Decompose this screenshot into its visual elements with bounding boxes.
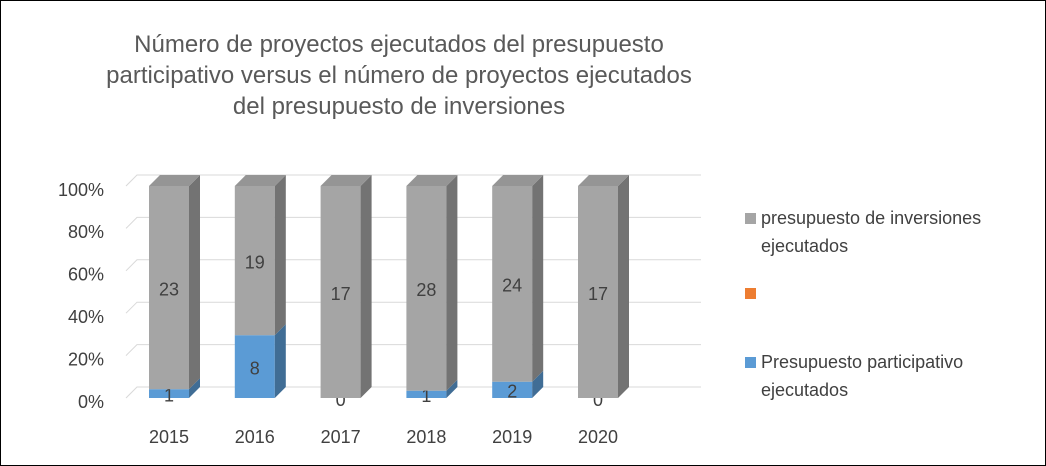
y-tick-label: 20% <box>68 349 104 369</box>
bar <box>492 370 544 398</box>
x-tick-label: 2017 <box>321 427 361 447</box>
chart-title: Número de proyectos ejecutados del presu… <box>106 31 692 120</box>
data-label: 19 <box>245 252 265 272</box>
x-tick-label: 2020 <box>578 427 618 447</box>
data-label: 28 <box>416 280 436 300</box>
x-tick-label: 2019 <box>492 427 532 447</box>
bar <box>320 175 372 398</box>
data-label: 0 <box>336 390 346 410</box>
bar <box>149 378 200 398</box>
legend-label: presupuesto de inversiones ejecutados <box>761 208 982 256</box>
y-tick-label: 60% <box>68 265 104 285</box>
x-tick-label: 2018 <box>406 427 446 447</box>
legend-swatch <box>745 288 756 299</box>
y-tick-label: 80% <box>68 222 104 242</box>
data-label: 2 <box>507 382 517 402</box>
bar <box>406 175 458 391</box>
bar <box>149 175 200 390</box>
x-tick-label: 2015 <box>149 427 189 447</box>
data-label: 1 <box>164 385 174 405</box>
data-label: 1 <box>421 386 431 406</box>
legend-label: Presupuesto participativo ejecutados <box>761 352 964 400</box>
data-label: 0 <box>593 390 603 410</box>
bar <box>578 175 629 398</box>
bar <box>492 175 544 382</box>
x-tick-label: 2016 <box>235 427 275 447</box>
data-label: 8 <box>250 358 260 378</box>
data-label: 17 <box>331 284 351 304</box>
data-label: 23 <box>159 279 179 299</box>
y-tick-label: 100% <box>58 180 104 200</box>
data-label: 24 <box>502 276 522 296</box>
bar <box>406 379 458 398</box>
y-tick-label: 40% <box>68 307 104 327</box>
data-label: 17 <box>588 284 608 304</box>
y-tick-label: 0% <box>78 392 104 412</box>
legend-swatch <box>745 357 756 368</box>
bar <box>234 324 286 398</box>
bar <box>234 175 286 336</box>
legend-swatch <box>745 213 756 224</box>
